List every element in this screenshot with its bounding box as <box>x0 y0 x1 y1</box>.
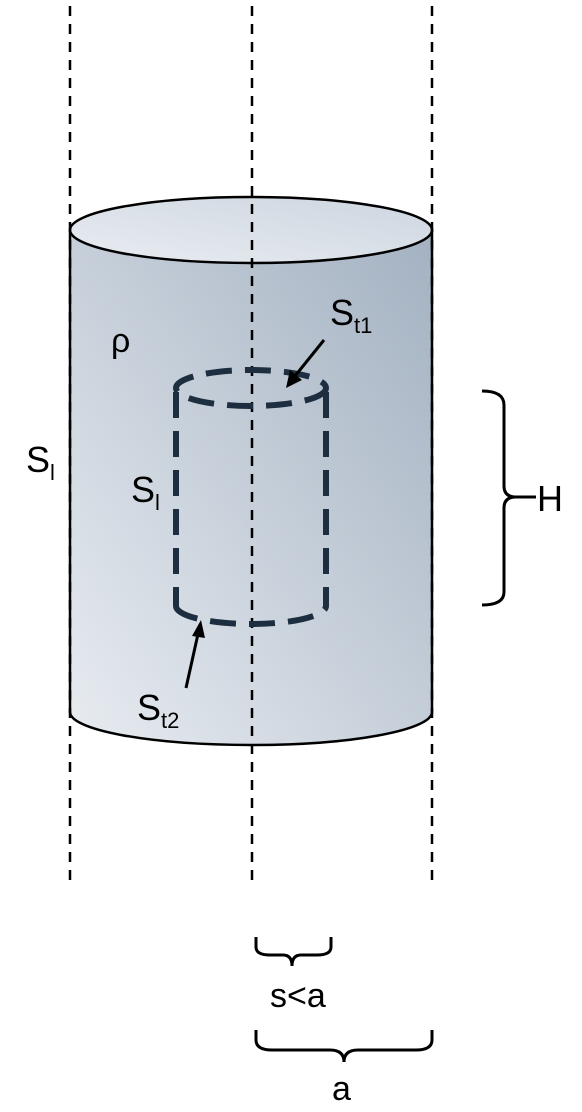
height-brace <box>481 389 517 607</box>
height-label: H <box>537 478 563 519</box>
dashed-guide-lines <box>68 6 434 880</box>
inner-radius-brace <box>254 937 333 967</box>
arrow-to-bottom-surface <box>184 620 205 689</box>
inner-lateral-surface-label: Sl <box>131 469 160 515</box>
outer-cylinder-body <box>68 228 434 747</box>
inner-top-ellipse <box>173 367 329 409</box>
inner-radius-label: s<a <box>270 977 326 1015</box>
top-surface-label: St1 <box>330 292 372 338</box>
outer-lateral-surface-label: Sl <box>26 439 55 485</box>
arrow-to-top-surface <box>286 339 326 388</box>
inner-gaussian-cylinder <box>173 367 329 627</box>
outer-radius-brace <box>254 1030 434 1063</box>
density-label: ρ <box>111 322 130 360</box>
outer-radius-label: a <box>332 1070 351 1108</box>
inner-bottom-arc <box>173 605 329 627</box>
bottom-surface-label: St2 <box>137 687 179 733</box>
